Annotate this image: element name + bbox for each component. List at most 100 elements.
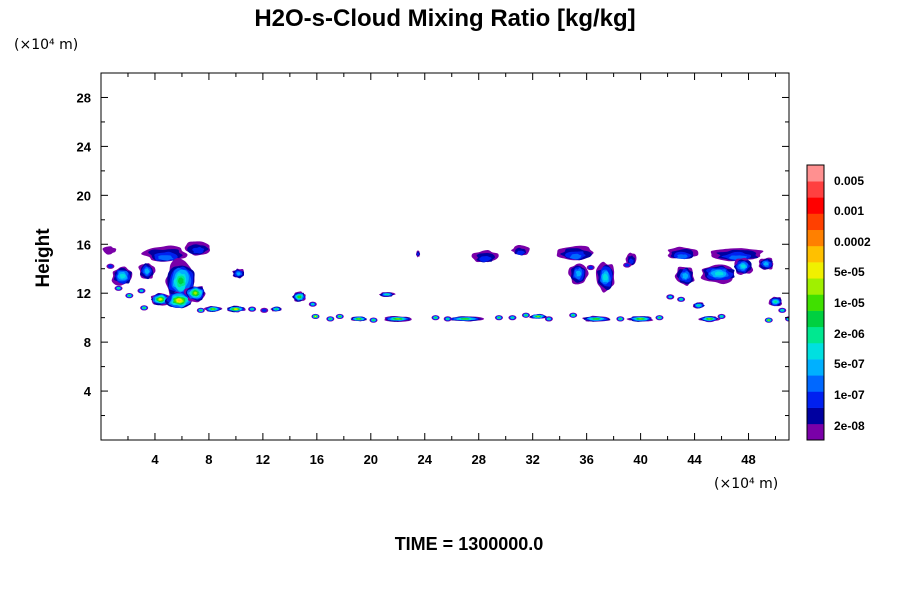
cloud-feature-blob: [203, 306, 223, 312]
y-tick-label: 16: [77, 237, 91, 252]
x-tick-label: 44: [687, 452, 702, 467]
colorbar-segment: [807, 165, 824, 182]
x-tick-label: 16: [310, 452, 324, 467]
contour-band: [594, 318, 599, 320]
contour-band: [572, 314, 574, 316]
contour-band: [177, 299, 182, 302]
cloud-feature-core: [733, 257, 754, 275]
contour-band: [547, 317, 551, 320]
x-axis: 4 8 12 16 20 24 28 32 36 40 44 48: [127, 73, 777, 467]
plot-frame: [100, 72, 790, 441]
cloud-feature-blob: [698, 316, 721, 323]
contour-band: [385, 293, 389, 295]
cloud-feature-blob: [292, 291, 306, 302]
contour-band: [193, 291, 198, 295]
cloud-speck: [248, 306, 257, 312]
contour-band: [511, 316, 514, 319]
contour-band: [462, 318, 468, 320]
contour-band: [768, 319, 770, 321]
contour-band: [311, 303, 314, 305]
y-axis-label: Height: [33, 228, 54, 288]
cloud-feature-core: [183, 286, 206, 303]
cloud-feature-core: [164, 291, 193, 309]
contour-band: [575, 270, 582, 277]
contour-band: [158, 298, 162, 301]
cloud-speck: [494, 315, 503, 321]
cloud-speck: [196, 307, 205, 313]
cloud-feature-blob: [379, 292, 396, 297]
cloud-feature-core: [111, 266, 133, 286]
cloud-speck: [260, 307, 269, 313]
contour-band: [250, 308, 254, 311]
cloud-speck: [140, 305, 149, 311]
cloud-feature-anvil: [511, 244, 530, 256]
cloud-speck: [666, 294, 675, 300]
cloud-speck: [106, 263, 115, 269]
colorbar-segment: [807, 197, 824, 214]
cloud-speck: [616, 316, 625, 322]
y-tick-label: 8: [84, 335, 91, 350]
cloud-feature-core: [758, 257, 774, 270]
cloud-feature-anvil: [102, 246, 117, 255]
contour-band: [236, 272, 241, 276]
y-axis: 4 8 12 16 20 24 28: [77, 90, 789, 417]
x-tick-label: 40: [633, 452, 647, 467]
cloud-speck: [778, 307, 787, 313]
chart-title: H2O-s-Cloud Mixing Ratio [kg/kg]: [254, 5, 635, 32]
cloud-speck: [508, 315, 517, 321]
cloud-feature-anvil: [141, 245, 188, 262]
contour-band: [314, 315, 317, 318]
cloud-speck: [326, 316, 335, 322]
colorbar-label: 0.0002: [834, 235, 871, 249]
x-tick-label: 12: [256, 452, 270, 467]
cloud-feature-blob: [270, 306, 282, 312]
colorbar-segment: [807, 245, 824, 263]
cloud-speck: [335, 313, 344, 320]
contour-band: [143, 307, 145, 309]
colorbar-label: 1e-05: [834, 296, 865, 310]
contour-band: [102, 246, 117, 255]
contour-band: [158, 255, 174, 261]
y-tick-label: 20: [77, 188, 91, 203]
contour-band: [697, 304, 700, 307]
contour-band: [714, 271, 724, 276]
cloud-feature-core: [700, 264, 735, 285]
contour-band: [261, 308, 267, 312]
cloud-speck: [431, 315, 440, 321]
contour-band: [144, 268, 150, 275]
x-tick-label: 20: [364, 452, 378, 467]
colorbar-segment: [807, 391, 824, 408]
cloud-feature-blob: [384, 315, 412, 322]
contour-band: [603, 273, 609, 281]
contour-band: [372, 319, 375, 321]
y-tick-label: 28: [77, 90, 91, 105]
colorbar-segment: [807, 326, 824, 344]
colorbar-segment: [807, 213, 824, 231]
colorbar-label: 1e-07: [834, 388, 865, 402]
colorbar-segment: [807, 229, 824, 247]
cloud-speck: [623, 262, 632, 268]
contour-band: [211, 308, 215, 310]
contour-band: [569, 253, 582, 260]
contour-band: [624, 263, 630, 267]
cloud-speck: [521, 312, 530, 318]
colorbar-segment: [807, 310, 824, 328]
cloud-speck: [586, 264, 595, 271]
contour-band: [658, 317, 661, 319]
cloud-feature-anvil: [556, 245, 594, 261]
contour-band: [178, 277, 184, 285]
contour-band: [395, 318, 400, 320]
contour-band: [682, 272, 688, 280]
contour-band: [628, 258, 634, 265]
contour-band: [357, 318, 360, 320]
contour-band: [720, 315, 723, 318]
cloud-speck: [308, 301, 317, 307]
colorbar-label: 0.005: [834, 174, 864, 188]
cloud-feature-anvil: [184, 241, 211, 256]
cloud-speck: [369, 317, 378, 323]
cloud-feature-blob: [582, 315, 611, 322]
y-tick-label: 24: [77, 139, 92, 154]
cloud-speck: [717, 313, 726, 320]
contour-band: [128, 295, 131, 297]
